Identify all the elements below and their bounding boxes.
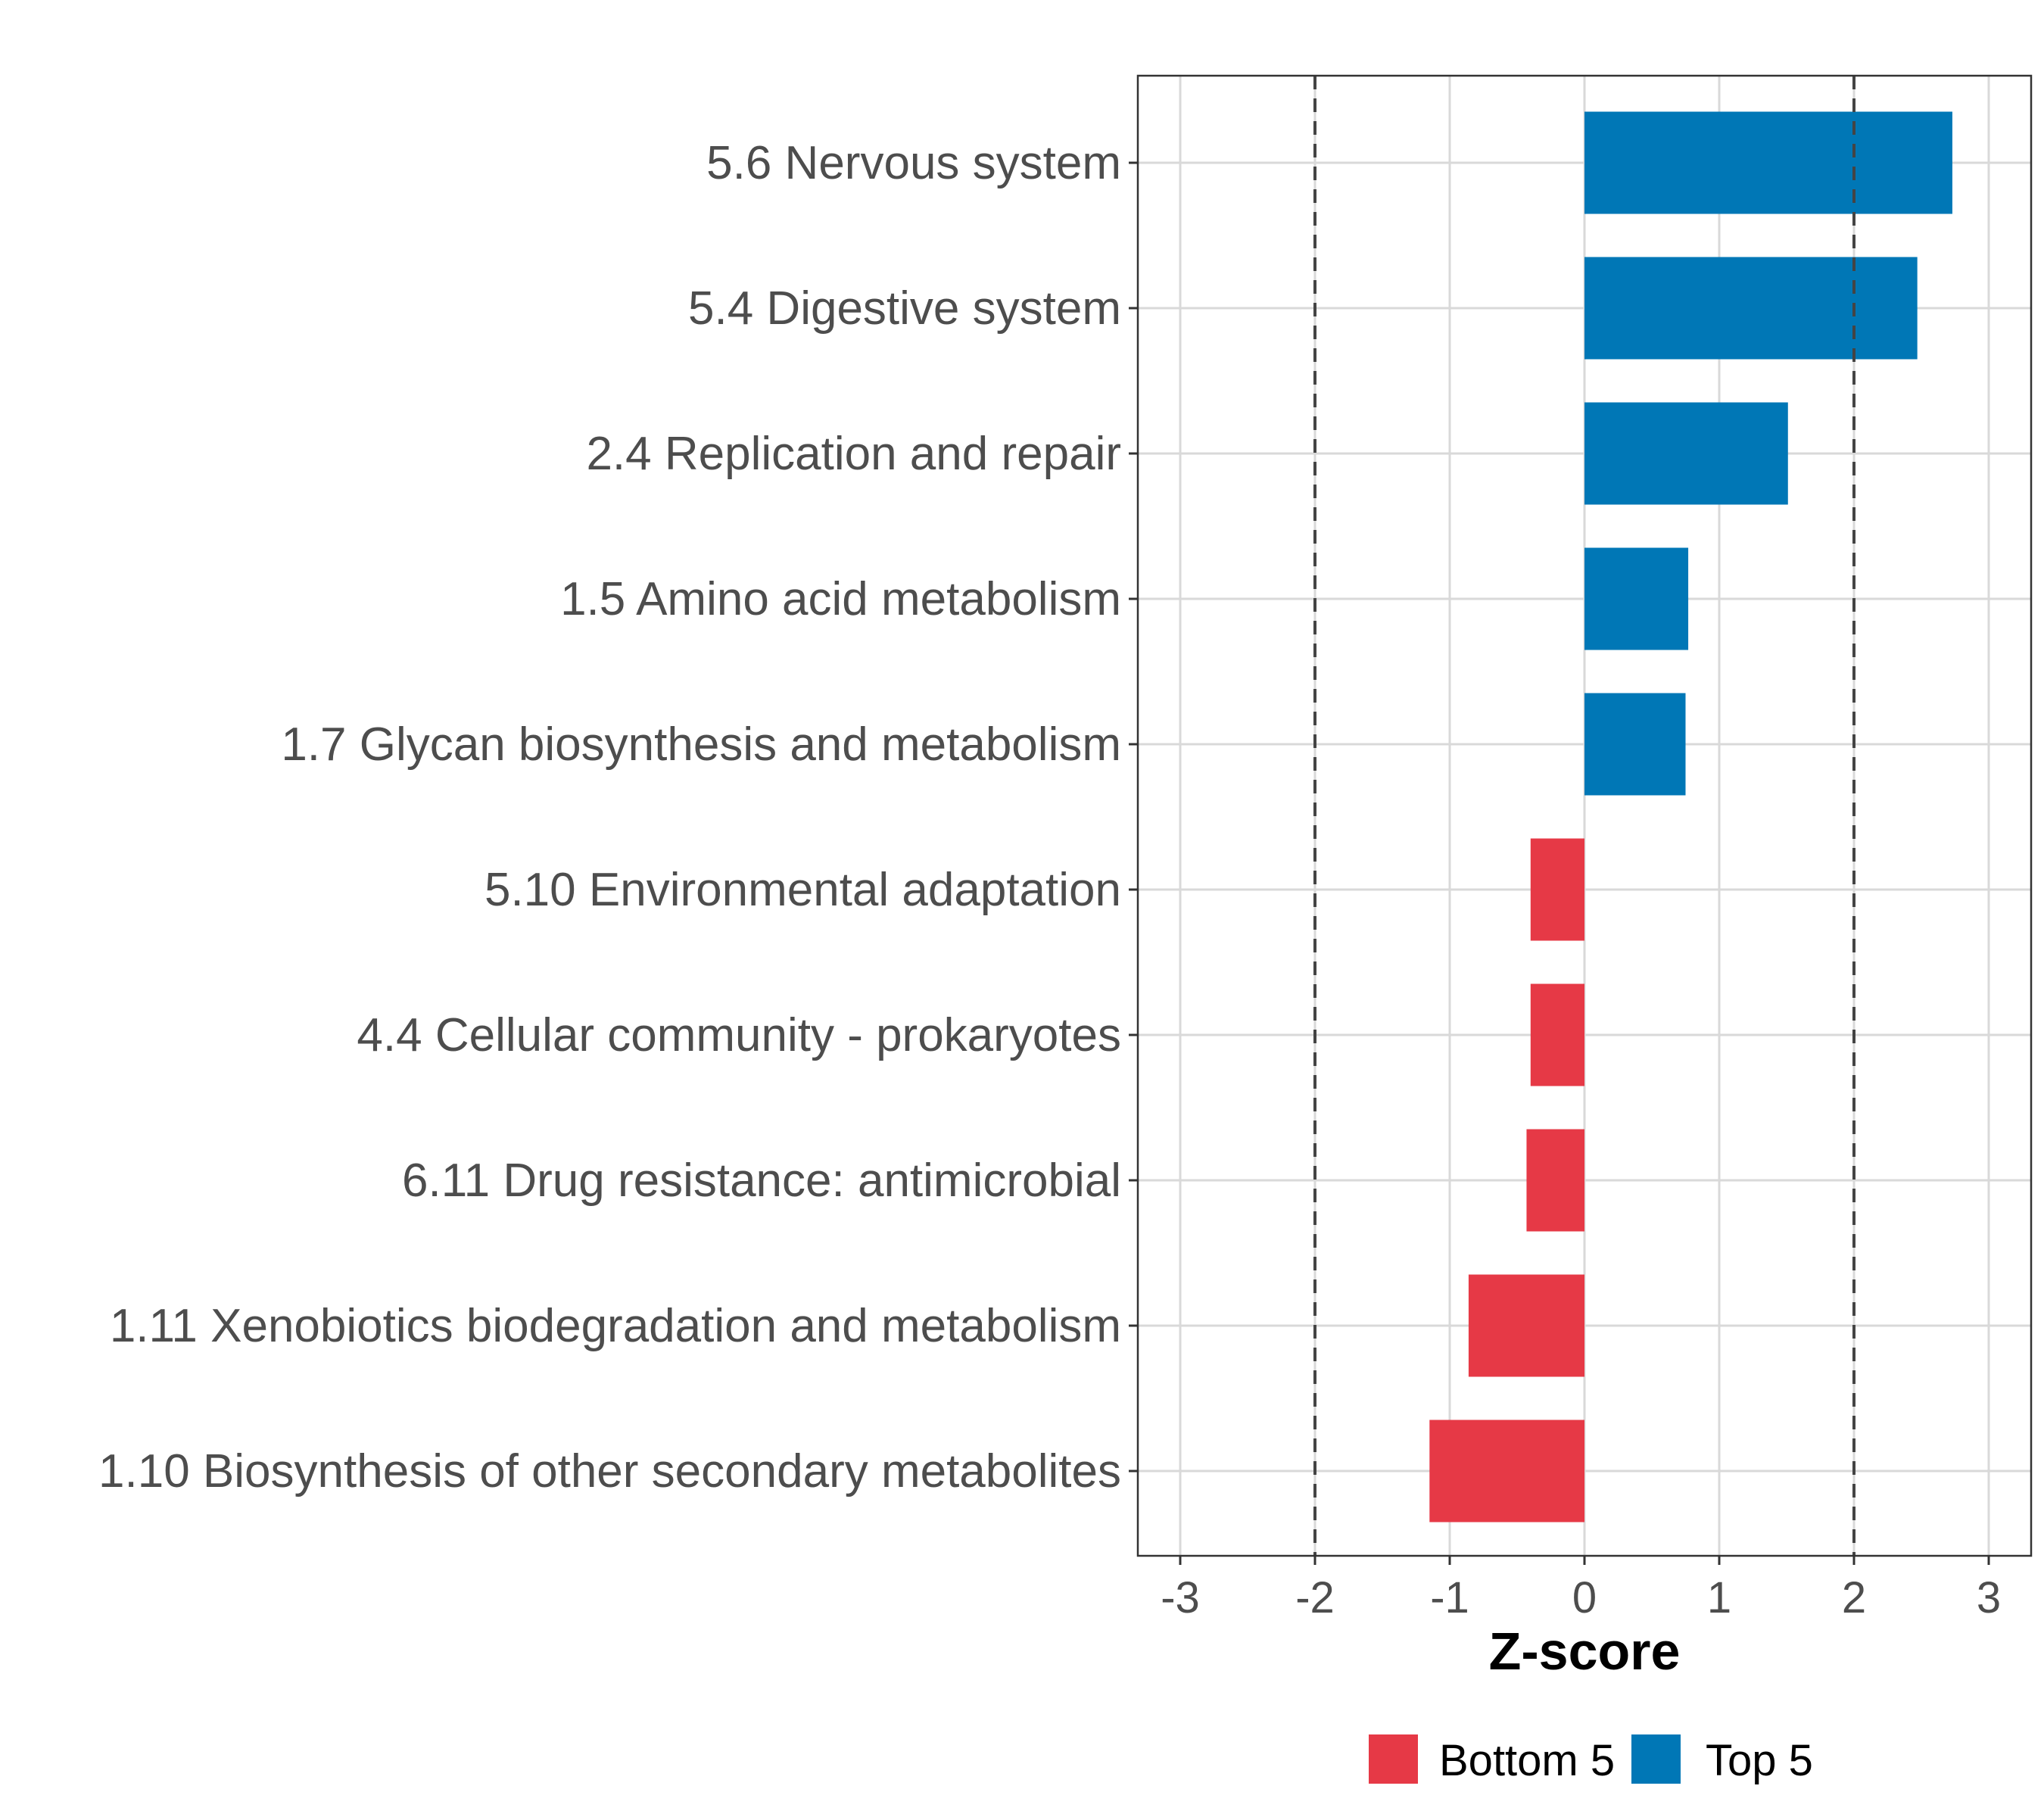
x-tick-label: 2: [1842, 1573, 1866, 1622]
bar-bottom-10: [1429, 1420, 1584, 1522]
bars: [1429, 111, 1952, 1522]
legend: Bottom 5 Top 5: [1369, 1734, 1813, 1785]
reference-lines: [1313, 76, 1855, 1556]
x-axis-title: Z-score: [1489, 1622, 1681, 1681]
category-label: 5.6 Nervous system: [706, 137, 1121, 189]
legend-label: Bottom 5: [1439, 1736, 1615, 1785]
x-tick-label: 0: [1572, 1573, 1597, 1622]
category-label: 2.4 Replication and repair: [586, 428, 1121, 480]
x-tick-label: -1: [1430, 1573, 1469, 1622]
bar-top-1: [1584, 111, 1952, 214]
bar-top-5: [1584, 693, 1686, 796]
bar-top-3: [1584, 402, 1788, 505]
bar-top-2: [1584, 257, 1918, 360]
category-label: 1.11 Xenobiotics biodegradation and meta…: [110, 1300, 1121, 1352]
bar-bottom-8: [1526, 1129, 1584, 1232]
legend-swatch-top-5: [1631, 1734, 1681, 1784]
category-label: 1.5 Amino acid metabolism: [560, 573, 1121, 625]
x-tick-label: -2: [1295, 1573, 1335, 1622]
x-tick-label: 3: [1977, 1573, 2001, 1622]
category-label: 4.4 Cellular community - prokaryotes: [357, 1009, 1121, 1061]
x-tick-label: -3: [1161, 1573, 1200, 1622]
x-tick-label: 1: [1707, 1573, 1731, 1622]
legend-swatch-bottom-5: [1369, 1734, 1418, 1784]
legend-label: Top 5: [1706, 1736, 1813, 1785]
category-label: 5.4 Digestive system: [688, 282, 1121, 335]
bar-bottom-6: [1530, 838, 1584, 941]
category-label: 1.10 Biosynthesis of other secondary met…: [98, 1445, 1121, 1498]
category-label: 6.11 Drug resistance: antimicrobial: [402, 1155, 1121, 1207]
category-label: 5.10 Environmental adaptation: [485, 864, 1121, 916]
bar-bottom-9: [1468, 1274, 1584, 1377]
bar-top-4: [1584, 547, 1689, 650]
y-axis: 5.6 Nervous system 5.4 Digestive system 2.…: [98, 137, 1138, 1498]
category-label: 1.7 Glycan biosynthesis and metabolism: [281, 718, 1121, 771]
x-axis: -3 -2 -1 0 1 2 3: [1161, 1556, 2001, 1622]
bar-bottom-7: [1530, 983, 1584, 1086]
